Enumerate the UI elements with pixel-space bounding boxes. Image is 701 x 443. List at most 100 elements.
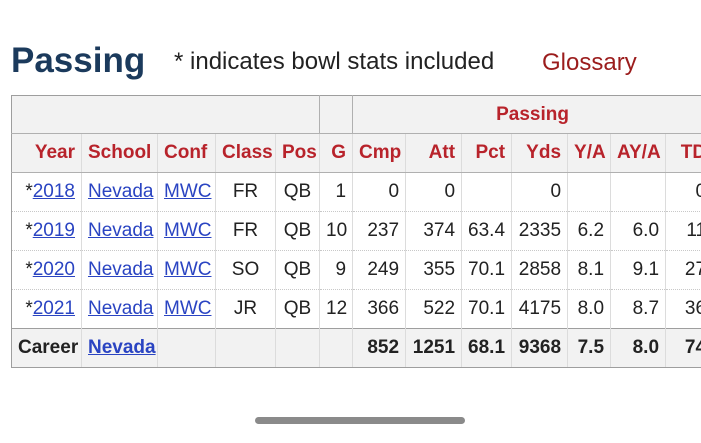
ya-cell: 8.0 — [567, 289, 612, 329]
career-label: Career — [11, 328, 82, 368]
pos-cell — [275, 328, 321, 368]
class-cell: SO — [215, 250, 276, 290]
year-link[interactable]: 2021 — [32, 298, 75, 319]
yds-cell: 4175 — [511, 289, 569, 329]
g-cell: 12 — [319, 289, 354, 329]
school-link[interactable]: Nevada — [88, 259, 154, 280]
col-header-year[interactable]: Year — [11, 133, 82, 173]
ya-cell: 8.1 — [567, 250, 612, 290]
col-header-conf[interactable]: Conf — [157, 133, 216, 173]
att-cell: 374 — [405, 211, 463, 251]
yds-cell: 0 — [511, 172, 569, 212]
conf-cell: MWC — [157, 211, 216, 251]
year-cell: *2018 — [11, 172, 82, 212]
col-header-aya[interactable]: AY/A — [610, 133, 667, 173]
table-row: *2021 Nevada MWC JR QB 12 366 522 70.1 4… — [11, 289, 701, 329]
conf-cell — [157, 328, 216, 368]
bowl-marker: * — [25, 298, 33, 319]
att-cell: 355 — [405, 250, 463, 290]
glossary-link[interactable]: Glossary — [542, 49, 637, 76]
conf-link[interactable]: MWC — [164, 298, 212, 319]
school-cell: Nevada — [81, 211, 158, 251]
year-link[interactable]: 2019 — [32, 220, 75, 241]
att-cell: 0 — [405, 172, 463, 212]
att-cell: 522 — [405, 289, 463, 329]
over-header-blank — [11, 95, 321, 134]
pos-cell: QB — [275, 211, 321, 251]
ya-cell: 7.5 — [567, 328, 612, 368]
pct-cell: 68.1 — [461, 328, 513, 368]
td-cell: 0 — [665, 172, 701, 212]
col-header-pct[interactable]: Pct — [461, 133, 513, 173]
col-header-ya[interactable]: Y/A — [567, 133, 612, 173]
school-link[interactable]: Nevada — [88, 181, 154, 202]
class-cell: FR — [215, 172, 276, 212]
col-header-g[interactable]: G — [319, 133, 354, 173]
td-cell: 27 — [665, 250, 701, 290]
aya-cell: 9.1 — [610, 250, 667, 290]
col-header-pos[interactable]: Pos — [275, 133, 321, 173]
cmp-cell: 366 — [352, 289, 407, 329]
conf-link[interactable]: MWC — [164, 220, 212, 241]
g-cell: 9 — [319, 250, 354, 290]
aya-cell — [610, 172, 667, 212]
class-cell: FR — [215, 211, 276, 251]
pos-cell: QB — [275, 250, 321, 290]
col-header-cmp[interactable]: Cmp — [352, 133, 407, 173]
home-indicator-bar[interactable] — [255, 417, 465, 424]
career-row: Career Nevada 852 1251 68.1 9368 7.5 8.0… — [11, 328, 701, 368]
year-link[interactable]: 2020 — [32, 259, 75, 280]
passing-table-container: Passing Year School Conf Class Pos G Cmp… — [11, 95, 701, 370]
table-row: *2018 Nevada MWC FR QB 1 0 0 0 0 — [11, 172, 701, 212]
td-cell: 11 — [665, 211, 701, 251]
over-header-row: Passing — [11, 95, 701, 134]
pos-cell: QB — [275, 172, 321, 212]
conf-cell: MWC — [157, 172, 216, 212]
col-header-yds[interactable]: Yds — [511, 133, 569, 173]
year-link[interactable]: 2018 — [32, 181, 75, 202]
table-row: *2020 Nevada MWC SO QB 9 249 355 70.1 28… — [11, 250, 701, 290]
conf-link[interactable]: MWC — [164, 259, 212, 280]
bowl-marker: * — [25, 259, 33, 280]
col-header-att[interactable]: Att — [405, 133, 463, 173]
bowl-marker: * — [25, 181, 33, 202]
cmp-cell: 237 — [352, 211, 407, 251]
year-cell: *2020 — [11, 250, 82, 290]
pct-cell: 70.1 — [461, 250, 513, 290]
g-cell: 10 — [319, 211, 354, 251]
section-header: Passing * indicates bowl stats included … — [11, 40, 701, 84]
career-school-link[interactable]: Nevada — [88, 337, 156, 358]
school-cell: Nevada — [81, 172, 158, 212]
td-cell: 36 — [665, 289, 701, 329]
conf-cell: MWC — [157, 250, 216, 290]
passing-stats-table: Passing Year School Conf Class Pos G Cmp… — [11, 95, 701, 368]
pct-cell — [461, 172, 513, 212]
school-cell: Nevada — [81, 328, 158, 368]
school-link[interactable]: Nevada — [88, 220, 154, 241]
col-header-td[interactable]: TD — [665, 133, 701, 173]
conf-link[interactable]: MWC — [164, 181, 212, 202]
cmp-cell: 249 — [352, 250, 407, 290]
year-cell: *2019 — [11, 211, 82, 251]
over-header-blank-g — [319, 95, 354, 134]
school-cell: Nevada — [81, 289, 158, 329]
att-cell: 1251 — [405, 328, 463, 368]
bowl-stats-note: * indicates bowl stats included — [174, 48, 495, 75]
td-cell: 74 — [665, 328, 701, 368]
cmp-cell: 0 — [352, 172, 407, 212]
g-cell — [319, 328, 354, 368]
pct-cell: 63.4 — [461, 211, 513, 251]
ya-cell: 6.2 — [567, 211, 612, 251]
aya-cell: 8.0 — [610, 328, 667, 368]
over-header-passing: Passing — [352, 95, 701, 134]
col-header-class[interactable]: Class — [215, 133, 276, 173]
table-row: *2019 Nevada MWC FR QB 10 237 374 63.4 2… — [11, 211, 701, 251]
year-cell: *2021 — [11, 289, 82, 329]
yds-cell: 2858 — [511, 250, 569, 290]
col-header-school[interactable]: School — [81, 133, 158, 173]
class-cell: JR — [215, 289, 276, 329]
school-link[interactable]: Nevada — [88, 298, 154, 319]
g-cell: 1 — [319, 172, 354, 212]
school-cell: Nevada — [81, 250, 158, 290]
pct-cell: 70.1 — [461, 289, 513, 329]
